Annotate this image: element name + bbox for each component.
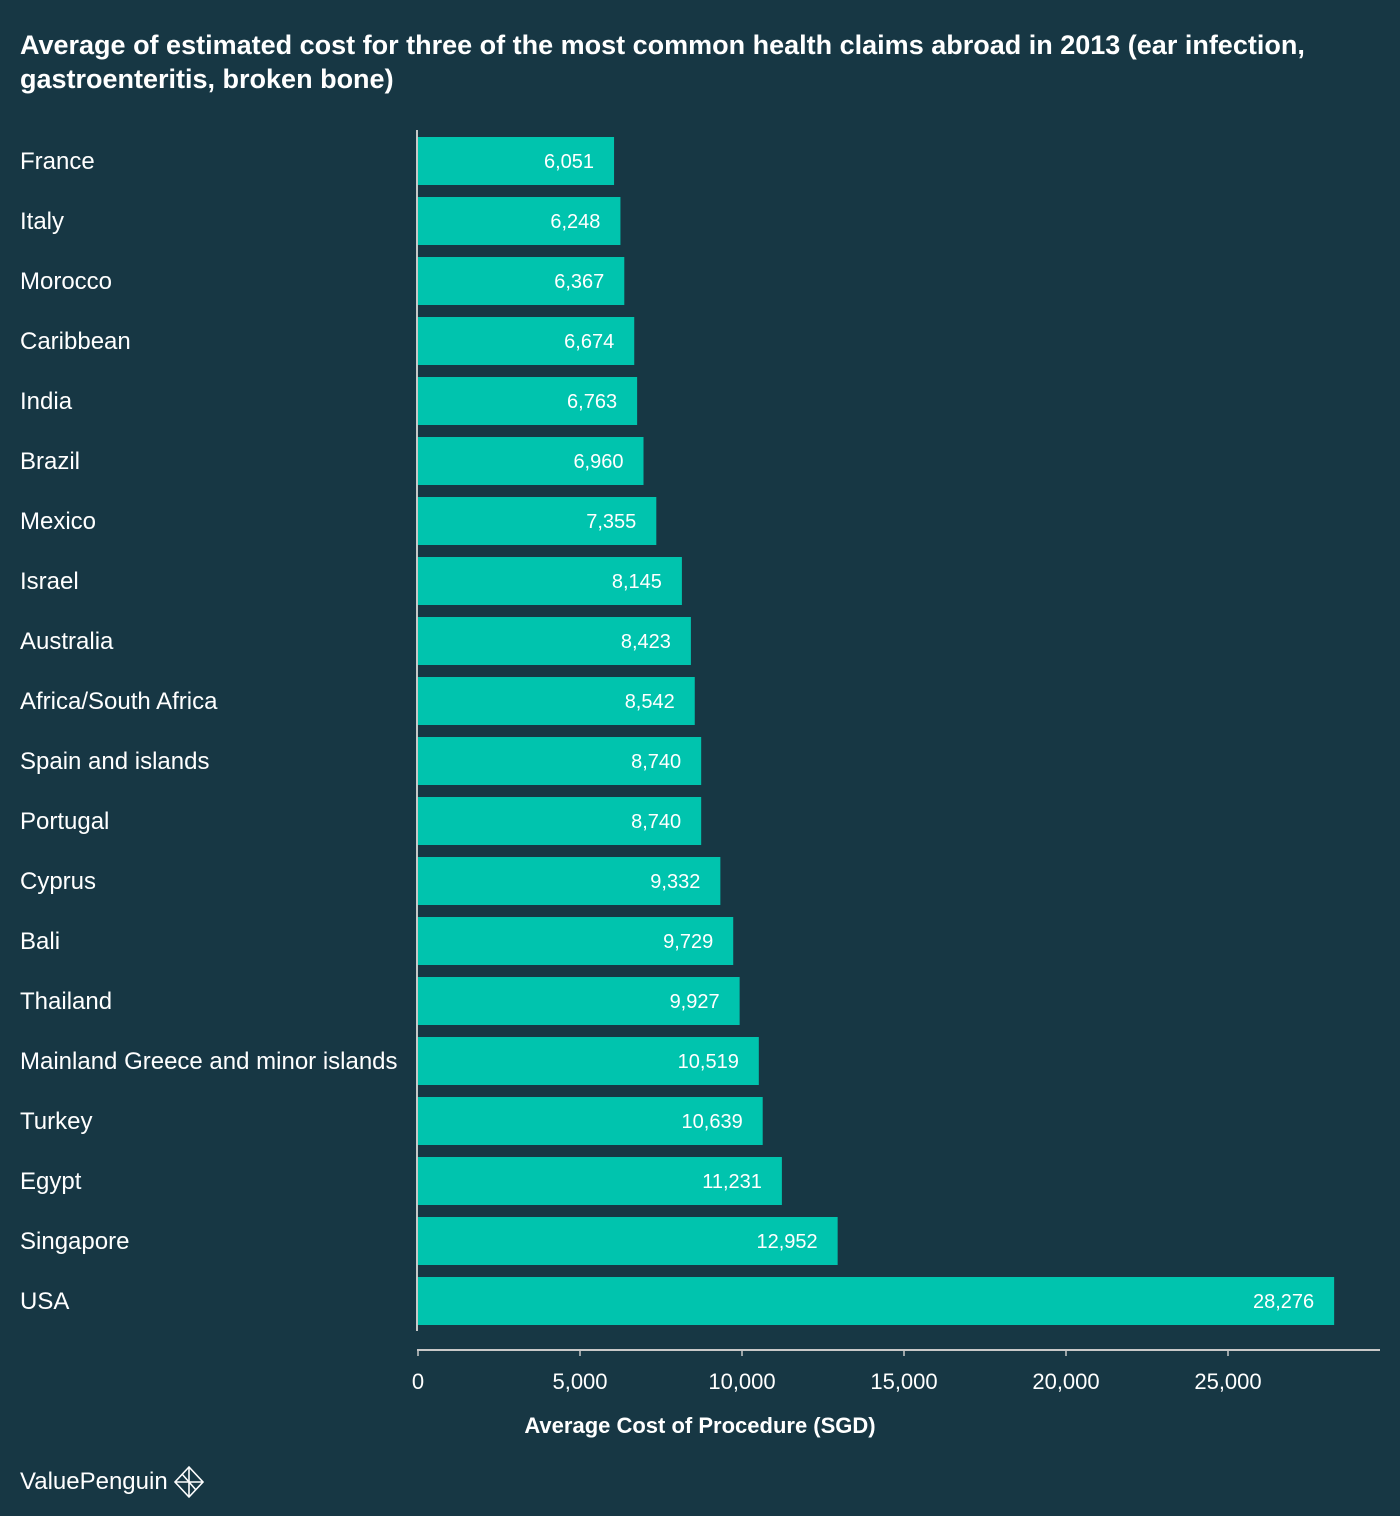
x-tick-label: 10,000 <box>708 1369 775 1394</box>
category-label: USA <box>20 1288 69 1315</box>
data-label: 6,674 <box>564 331 614 353</box>
bar <box>418 737 702 785</box>
x-axis-title: Average Cost of Procedure (SGD) <box>524 1413 876 1438</box>
category-label: Africa/South Africa <box>20 688 218 715</box>
category-label: France <box>20 148 95 175</box>
data-label: 9,332 <box>650 871 700 893</box>
data-label: 9,927 <box>670 991 720 1013</box>
category-label: Bali <box>20 928 60 955</box>
chart-title: Average of estimated cost for three of t… <box>20 30 1305 94</box>
bar-chart: France 6,051 Italy 6,248 Morocco 6,367 Caribbe… <box>20 130 1380 1394</box>
category-label: Mainland Greece and minor islands <box>20 1048 398 1075</box>
data-label: 11,231 <box>702 1171 762 1193</box>
category-label: Brazil <box>20 448 80 475</box>
category-label: Australia <box>20 628 114 655</box>
valuepenguin-logo-icon <box>173 1465 204 1499</box>
bar <box>418 797 702 845</box>
data-label: 7,355 <box>586 511 636 533</box>
bar <box>418 257 625 305</box>
category-label: Mexico <box>20 508 96 535</box>
category-label: Spain and islands <box>20 748 209 775</box>
bar <box>418 917 734 965</box>
category-label: Portugal <box>20 808 109 835</box>
bar <box>418 677 695 725</box>
data-label: 28,276 <box>1253 1291 1314 1313</box>
bar <box>418 857 721 905</box>
brand-name: ValuePenguin <box>20 1468 168 1495</box>
category-label: Thailand <box>20 988 112 1015</box>
category-label: Israel <box>20 568 79 595</box>
bar <box>418 497 657 545</box>
category-label: Morocco <box>20 268 112 295</box>
bar <box>418 1097 763 1145</box>
data-label: 8,423 <box>621 631 671 653</box>
x-tick-label: 25,000 <box>1194 1369 1261 1394</box>
bar <box>418 137 615 185</box>
category-label: India <box>20 388 73 415</box>
bar <box>418 1157 782 1205</box>
bar <box>418 377 638 425</box>
data-label: 9,729 <box>663 931 713 953</box>
category-label: Cyprus <box>20 868 96 895</box>
x-tick-label: 0 <box>412 1369 424 1394</box>
bar <box>418 1217 838 1265</box>
data-label: 8,740 <box>631 811 681 833</box>
bar <box>418 977 740 1025</box>
bar <box>418 1277 1335 1325</box>
data-label: 6,051 <box>544 151 594 173</box>
bar <box>418 617 691 665</box>
x-tick-label: 5,000 <box>552 1369 607 1394</box>
category-label: Caribbean <box>20 328 131 355</box>
data-label: 8,740 <box>631 751 681 773</box>
bar <box>418 557 682 605</box>
data-label: 10,639 <box>682 1111 743 1133</box>
bar <box>418 197 621 245</box>
category-label: Italy <box>20 208 64 235</box>
data-label: 8,145 <box>612 571 662 593</box>
data-label: 10,519 <box>678 1051 739 1073</box>
category-label: Egypt <box>20 1168 82 1195</box>
data-label: 12,952 <box>756 1231 817 1253</box>
data-label: 6,367 <box>554 271 604 293</box>
bar <box>418 437 644 485</box>
data-label: 8,542 <box>625 691 675 713</box>
x-tick-label: 15,000 <box>870 1369 937 1394</box>
data-label: 6,763 <box>567 391 617 413</box>
bar <box>418 1037 759 1085</box>
data-label: 6,960 <box>573 451 623 473</box>
brand-logo: ValuePenguin <box>20 1465 206 1499</box>
category-label: Turkey <box>20 1108 92 1135</box>
category-label: Singapore <box>20 1228 129 1255</box>
data-label: 6,248 <box>550 211 600 233</box>
x-tick-label: 20,000 <box>1032 1369 1099 1394</box>
bar <box>418 317 635 365</box>
